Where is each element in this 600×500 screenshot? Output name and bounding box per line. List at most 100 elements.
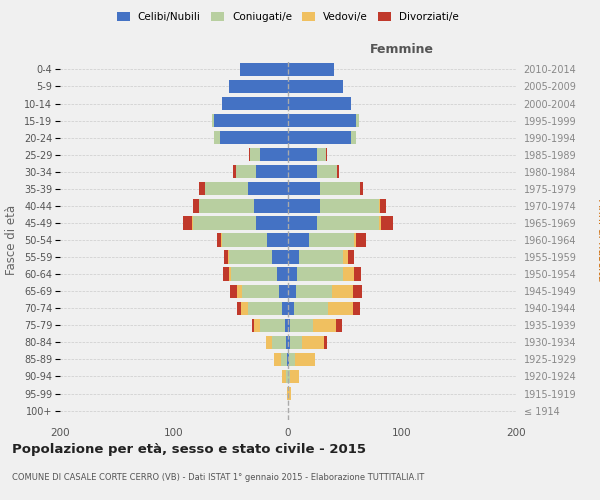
Bar xyxy=(288,302,294,315)
Bar xyxy=(294,302,328,315)
Bar xyxy=(332,284,353,298)
Bar xyxy=(288,165,317,178)
Bar xyxy=(222,234,268,246)
Legend: Celibi/Nubili, Coniugati/e, Vedovi/e, Divorziati/e: Celibi/Nubili, Coniugati/e, Vedovi/e, Di… xyxy=(113,8,463,26)
Bar xyxy=(272,336,286,349)
Bar xyxy=(240,62,288,76)
Bar xyxy=(220,131,288,144)
Bar xyxy=(317,165,337,178)
Bar xyxy=(288,182,320,196)
Bar xyxy=(354,268,361,281)
Bar xyxy=(233,165,236,178)
Bar xyxy=(343,250,349,264)
Bar xyxy=(222,97,288,110)
Bar xyxy=(288,97,350,110)
Bar xyxy=(283,370,286,383)
Bar xyxy=(199,182,205,196)
Bar xyxy=(236,284,242,298)
Bar xyxy=(236,165,256,178)
Bar xyxy=(288,387,292,400)
Bar xyxy=(288,148,317,162)
Bar xyxy=(299,250,343,264)
Bar xyxy=(183,216,192,230)
Bar xyxy=(288,353,289,366)
Bar xyxy=(288,318,290,332)
Bar xyxy=(302,336,325,349)
Bar xyxy=(231,268,277,281)
Bar xyxy=(288,336,290,349)
Bar xyxy=(223,268,229,281)
Bar xyxy=(212,114,214,127)
Bar xyxy=(274,353,281,366)
Bar xyxy=(214,131,220,144)
Bar xyxy=(272,250,288,264)
Text: Femmine: Femmine xyxy=(370,44,434,57)
Bar xyxy=(382,216,393,230)
Bar xyxy=(229,268,231,281)
Bar xyxy=(288,370,290,383)
Bar xyxy=(199,199,254,212)
Text: COMUNE DI CASALE CORTE CERRO (VB) - Dati ISTAT 1° gennaio 2015 - Elaborazione TU: COMUNE DI CASALE CORTE CERRO (VB) - Dati… xyxy=(12,472,424,482)
Bar xyxy=(249,148,250,162)
Bar xyxy=(354,234,356,246)
Bar xyxy=(313,318,336,332)
Bar xyxy=(286,336,288,349)
Bar xyxy=(251,318,254,332)
Bar xyxy=(290,318,313,332)
Bar xyxy=(288,199,320,212)
Bar xyxy=(284,318,288,332)
Bar xyxy=(286,370,288,383)
Bar xyxy=(288,216,317,230)
Bar xyxy=(229,250,272,264)
Bar xyxy=(268,234,288,246)
Bar xyxy=(295,353,316,366)
Bar xyxy=(242,284,279,298)
Bar xyxy=(287,387,288,400)
Bar xyxy=(221,234,222,246)
Bar xyxy=(297,268,343,281)
Bar xyxy=(229,80,288,93)
Bar xyxy=(256,216,288,230)
Text: Popolazione per età, sesso e stato civile - 2015: Popolazione per età, sesso e stato civil… xyxy=(12,442,366,456)
Bar xyxy=(317,148,326,162)
Bar xyxy=(277,268,288,281)
Bar xyxy=(227,250,229,264)
Bar xyxy=(290,336,302,349)
Bar xyxy=(260,318,284,332)
Bar xyxy=(288,284,296,298)
Bar xyxy=(350,131,356,144)
Bar xyxy=(248,182,288,196)
Bar xyxy=(288,62,334,76)
Bar xyxy=(296,284,332,298)
Bar xyxy=(288,131,350,144)
Bar xyxy=(353,284,362,298)
Bar xyxy=(379,199,380,212)
Bar xyxy=(205,182,248,196)
Bar xyxy=(283,302,288,315)
Bar xyxy=(288,80,343,93)
Bar xyxy=(230,284,236,298)
Bar xyxy=(356,114,359,127)
Bar xyxy=(192,216,193,230)
Bar xyxy=(288,250,299,264)
Bar xyxy=(250,148,260,162)
Bar xyxy=(360,182,363,196)
Bar xyxy=(260,148,288,162)
Bar xyxy=(328,302,353,315)
Bar xyxy=(217,234,221,246)
Bar xyxy=(256,165,288,178)
Bar xyxy=(353,302,360,315)
Bar xyxy=(214,114,288,127)
Bar xyxy=(308,234,354,246)
Bar xyxy=(326,148,327,162)
Bar xyxy=(317,216,379,230)
Bar xyxy=(241,302,248,315)
Bar xyxy=(320,199,379,212)
Bar xyxy=(193,216,256,230)
Bar xyxy=(379,216,382,230)
Bar xyxy=(224,250,227,264)
Bar xyxy=(288,114,356,127)
Y-axis label: Fasce di età: Fasce di età xyxy=(5,205,19,275)
Bar xyxy=(380,199,386,212)
Bar xyxy=(266,336,272,349)
